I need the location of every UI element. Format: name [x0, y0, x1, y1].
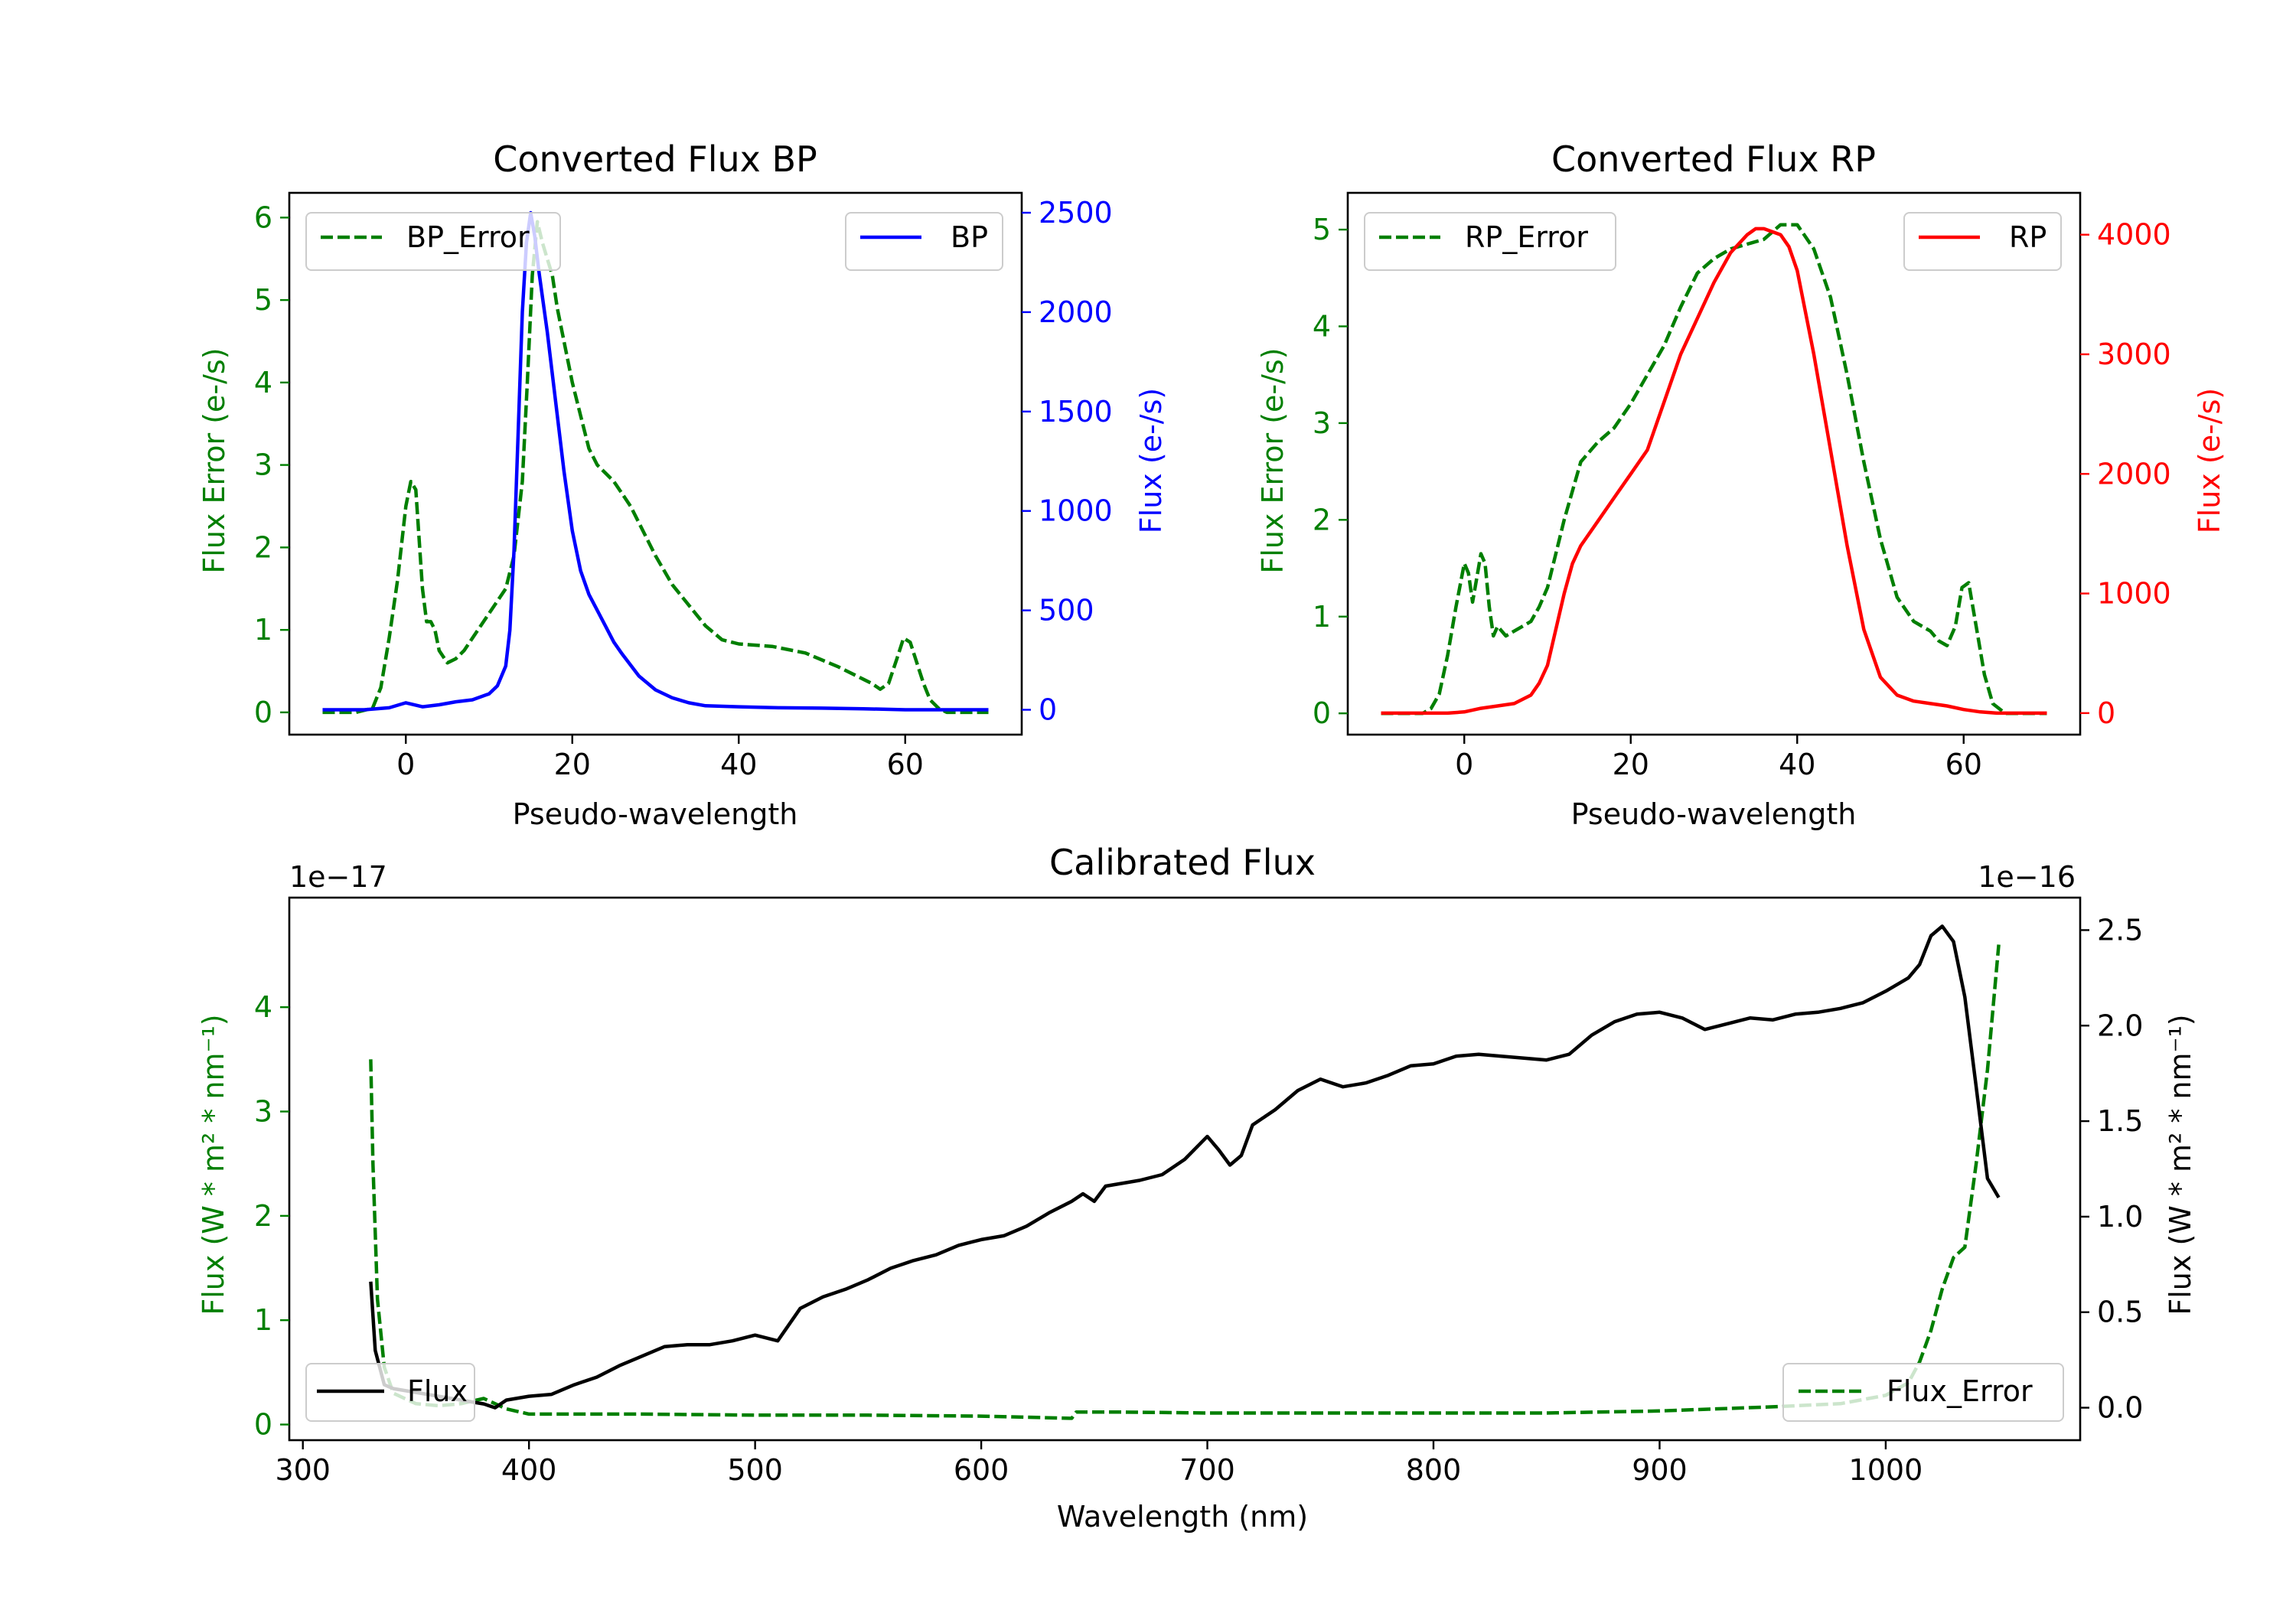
- bp-error-legend: BP_Error: [305, 212, 561, 271]
- rp-right-y-tick-label: 4000: [2097, 218, 2171, 252]
- bp-series-bp-error-line: [322, 220, 989, 715]
- bp-left-y-tick-label: 0: [254, 696, 272, 729]
- rp-right-y-tick-label: 2000: [2097, 457, 2171, 491]
- bp-x-tick-label: 60: [887, 748, 924, 781]
- bp-left-y-tick-label: 5: [254, 283, 272, 317]
- calibrated-x-tick-label: 800: [1406, 1453, 1462, 1487]
- rp-right-y-tick-label: 0: [2097, 696, 2115, 730]
- rp-chart-title: Converted Flux RP: [1551, 139, 1876, 180]
- calibrated-chart-marks: [369, 924, 2001, 1420]
- calibrated-plot-frame: [288, 896, 2082, 1442]
- rp-left-y-tick-label: 3: [1313, 406, 1331, 440]
- bp-left-y-tick-label: 3: [254, 448, 272, 482]
- rp-left-y-tick-label: 1: [1313, 600, 1331, 634]
- rp-series-rp-line: [1381, 227, 2047, 715]
- rp-right-axis-label: Flux (e-/s): [2193, 388, 2226, 533]
- calibrated-right-offset-label: 1e−16: [1978, 860, 2076, 894]
- calibrated-x-axis-label: Wavelength (nm): [1057, 1500, 1308, 1534]
- rp-series-rp-error-line: [1381, 223, 2047, 715]
- calibrated-flux-legend-label: Flux: [407, 1374, 468, 1408]
- calibrated-x-tick-label: 500: [727, 1453, 783, 1487]
- bp-x-tick-label: 40: [720, 748, 757, 781]
- calibrated-right-y-tick-label: 2.5: [2097, 913, 2143, 947]
- bp-x-tick-label: 20: [554, 748, 591, 781]
- calibrated-x-tick-label: 400: [501, 1453, 557, 1487]
- calibrated-left-offset-label: 1e−17: [289, 860, 387, 894]
- bp-left-axis-label: Flux Error (e-/s): [197, 347, 231, 573]
- bp-right-y-tick-label: 1000: [1039, 494, 1113, 528]
- bp-right-y-tick-label: 0: [1039, 693, 1057, 727]
- bp-right-y-tick-label: 2000: [1039, 295, 1113, 329]
- calibrated-error-legend-label: Flux_Error: [1887, 1374, 2033, 1408]
- bp-left-y-tick-label: 1: [254, 613, 272, 647]
- calibrated-left-y-tick-label: 3: [254, 1095, 272, 1129]
- calibrated-flux-legend: Flux: [305, 1363, 475, 1422]
- rp-x-tick-label: 0: [1455, 748, 1473, 781]
- bp-flux-legend-label: BP: [951, 220, 988, 254]
- bp-right-y-tick-label: 500: [1039, 594, 1094, 627]
- rp-error-legend-label: RP_Error: [1465, 220, 1588, 254]
- calibrated-series-flux-line: [369, 924, 2001, 1410]
- calibrated-chart-axes: 300 400 500 600 700 800 900 1000 0 1 2 3 4 0.0 0.5 1.0 1…: [254, 896, 2143, 1487]
- rp-right-y-tick-label: 3000: [2097, 337, 2171, 371]
- bp-right-y-tick-label: 2500: [1039, 196, 1113, 230]
- calibrated-right-y-tick-label: 1.5: [2097, 1104, 2143, 1138]
- rp-flux-legend: RP: [1903, 212, 2062, 271]
- calibrated-left-y-tick-label: 0: [254, 1408, 272, 1442]
- bp-left-y-tick-label: 2: [254, 530, 272, 564]
- bp-x-tick-label: 0: [396, 748, 415, 781]
- rp-flux-legend-label: RP: [2009, 220, 2047, 254]
- rp-chart: Converted Flux RP 0 20 40 60 0 1 2 3 4 5 0 1000 2000…: [1256, 139, 2226, 831]
- bp-error-legend-label: BP_Error: [406, 220, 530, 254]
- calibrated-x-tick-label: 700: [1179, 1453, 1235, 1487]
- calibrated-right-y-tick-label: 1.0: [2097, 1200, 2143, 1234]
- calibrated-right-y-tick-label: 0.5: [2097, 1296, 2143, 1329]
- calibrated-left-y-tick-label: 1: [254, 1303, 272, 1337]
- calibrated-series-flux-error-line: [369, 944, 2001, 1420]
- calibrated-right-y-tick-label: 0.0: [2097, 1391, 2143, 1425]
- bp-left-y-tick-label: 4: [254, 366, 272, 399]
- bp-flux-legend: BP: [845, 212, 1003, 271]
- rp-chart-marks: [1381, 223, 2047, 715]
- bp-chart-marks: [322, 210, 989, 715]
- rp-left-y-tick-label: 0: [1313, 696, 1331, 730]
- calibrated-left-y-tick-label: 2: [254, 1199, 272, 1233]
- bp-chart: Converted Flux BP 0 20 40 60012345605001000…: [197, 139, 1168, 831]
- calibrated-left-axis-label: Flux (W * m² * nm⁻¹): [197, 1014, 230, 1315]
- bp-plot-frame: [288, 191, 1023, 736]
- bp-left-y-tick-label: 6: [254, 200, 272, 234]
- calibrated-left-y-tick-label: 4: [254, 990, 272, 1024]
- rp-left-y-tick-label: 2: [1313, 503, 1331, 536]
- rp-plot-frame: [1346, 191, 2082, 736]
- bp-x-axis-label: Pseudo-wavelength: [513, 797, 798, 831]
- rp-error-legend: RP_Error: [1364, 212, 1616, 271]
- rp-x-tick-label: 60: [1945, 748, 1982, 781]
- rp-chart-axes: 0 20 40 60 0 1 2 3 4 5 0 1000 2000 3000 4000: [1313, 191, 2171, 781]
- rp-right-y-tick-label: 1000: [2097, 577, 2171, 611]
- calibrated-right-y-tick-label: 2.0: [2097, 1009, 2143, 1042]
- rp-x-tick-label: 20: [1613, 748, 1649, 781]
- rp-left-axis-label: Flux Error (e-/s): [1256, 347, 1290, 573]
- calibrated-right-axis-label: Flux (W * m² * nm⁻¹): [2164, 1014, 2197, 1315]
- calibrated-chart: Calibrated Flux 300 400 500 600 700 800 900 100…: [197, 842, 2197, 1534]
- calibrated-error-legend: Flux_Error: [1782, 1363, 2064, 1422]
- rp-x-tick-label: 40: [1779, 748, 1815, 781]
- rp-left-y-tick-label: 4: [1313, 309, 1331, 343]
- bp-right-axis-label: Flux (e-/s): [1134, 388, 1168, 533]
- calibrated-x-tick-label: 600: [954, 1453, 1009, 1487]
- bp-right-y-tick-label: 1500: [1039, 395, 1113, 429]
- calibrated-x-tick-label: 900: [1632, 1453, 1688, 1487]
- calibrated-x-tick-label: 300: [275, 1453, 331, 1487]
- bp-chart-title: Converted Flux BP: [493, 139, 817, 180]
- rp-left-y-tick-label: 5: [1313, 213, 1331, 246]
- rp-x-axis-label: Pseudo-wavelength: [1571, 797, 1857, 831]
- bp-series-bp-line: [322, 210, 989, 712]
- calibrated-x-tick-label: 1000: [1849, 1453, 1923, 1487]
- calibrated-chart-title: Calibrated Flux: [1049, 842, 1316, 883]
